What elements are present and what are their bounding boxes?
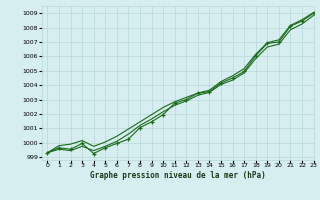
- X-axis label: Graphe pression niveau de la mer (hPa): Graphe pression niveau de la mer (hPa): [90, 171, 266, 180]
